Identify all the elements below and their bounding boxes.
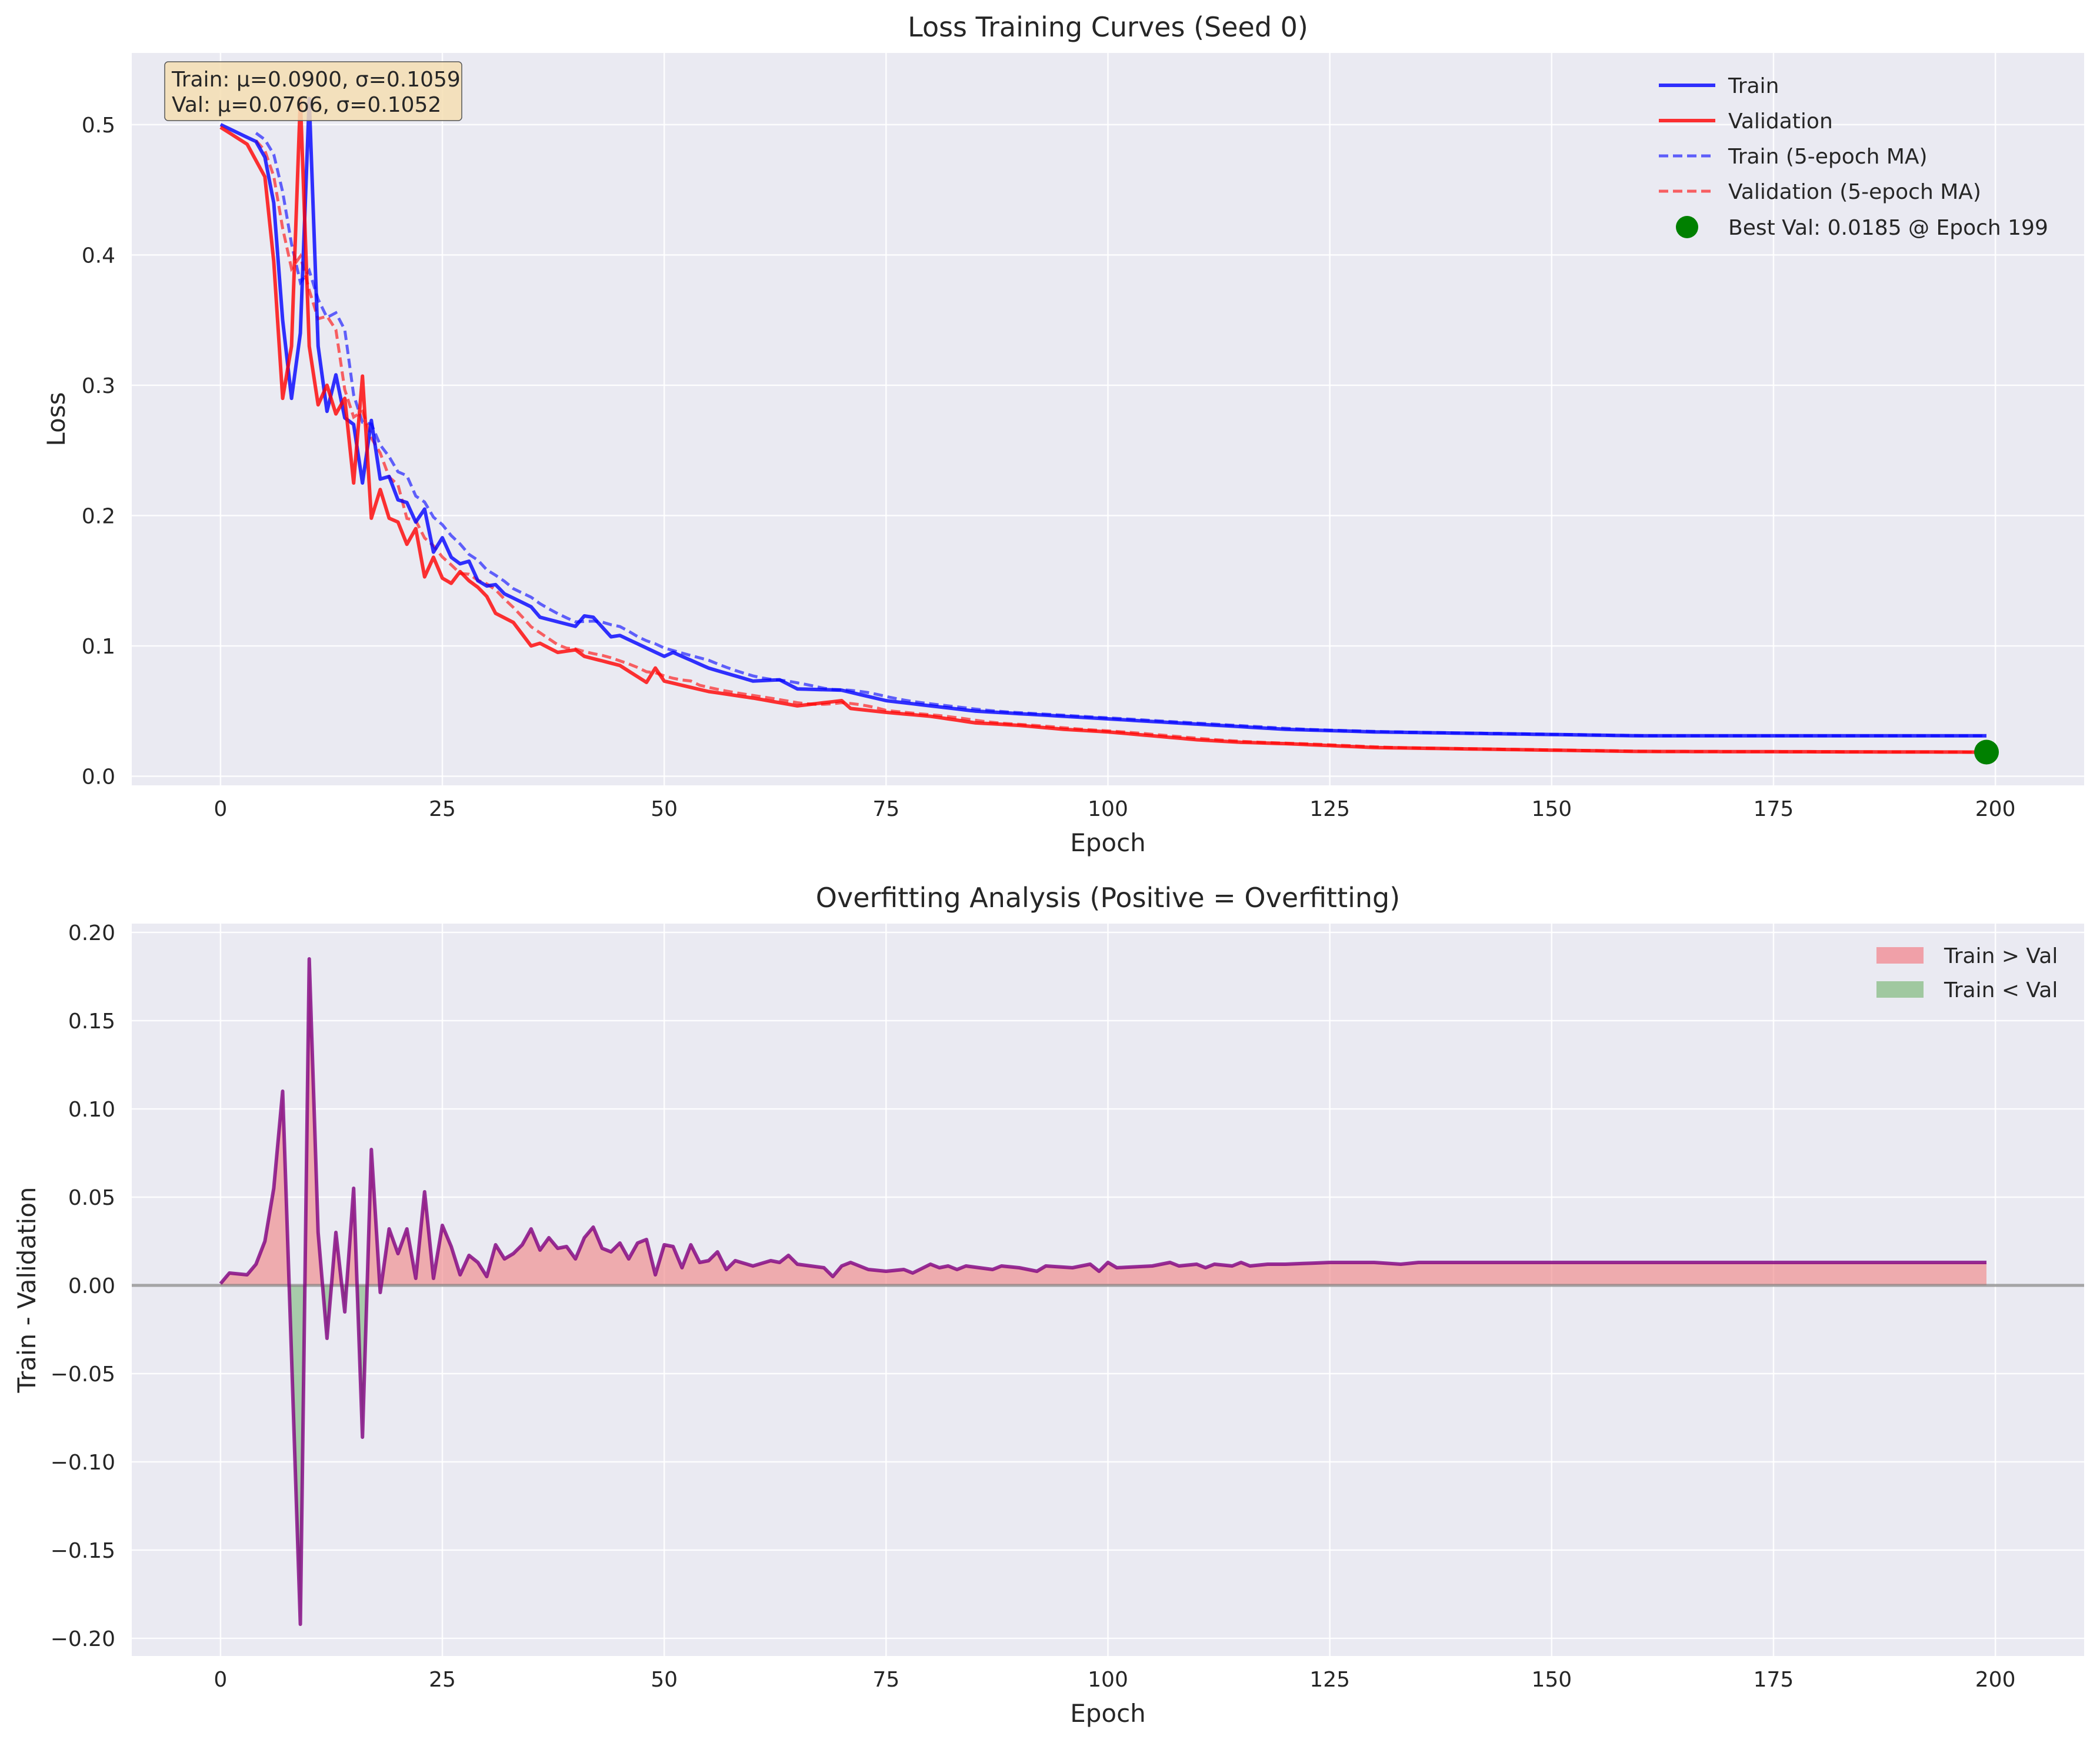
x-tick-label: 0 [214, 797, 227, 821]
y-tick-label: −0.15 [51, 1539, 115, 1563]
overfitting-series [132, 957, 2084, 1626]
legend-validation-ma: Validation (5-epoch MA) [1728, 180, 1981, 204]
x-tick-label: 175 [1754, 797, 1794, 821]
legend-train-ma: Train (5-epoch MA) [1728, 145, 1928, 169]
legend-train: Train [1728, 74, 1779, 98]
y-tick-label: 0.10 [68, 1098, 115, 1122]
legend-train-gt-val: Train > Val [1944, 944, 2058, 968]
x-tick-label: 200 [1975, 797, 2016, 821]
best-val-marker [1974, 739, 1999, 765]
loss-chart-title: Loss Training Curves (Seed 0) [908, 11, 1308, 43]
loss-series [219, 96, 1999, 765]
y-tick-label: 0.00 [68, 1274, 115, 1298]
x-tick-label: 25 [429, 797, 456, 821]
loss-y-axis-label: Loss [42, 392, 71, 446]
overfitting-y-ticks: −0.20 −0.15 −0.10 −0.05 0.00 0.05 0.10 0.15 0.20 [51, 921, 115, 1651]
loss-x-ticks: 0 25 50 75 100 125 150 175 200 [214, 797, 2015, 821]
overfitting-x-axis-label: Epoch [1070, 1699, 1146, 1728]
loss-x-axis-label: Epoch [1070, 828, 1146, 857]
x-tick-label: 200 [1975, 1668, 2016, 1692]
validation-line [219, 96, 1986, 754]
x-tick-label: 75 [872, 1668, 899, 1692]
overfitting-y-axis-label: Train - Validation [12, 1187, 41, 1393]
x-tick-label: 25 [429, 1668, 456, 1692]
loss-chart: 0 25 50 75 100 125 150 175 200 0.00.10.20.30.40.… [42, 11, 2084, 857]
y-tick-label: 0.05 [68, 1186, 115, 1210]
stats-box: Train: μ=0.0900, σ=0.1059 Val: μ=0.0766,… [164, 61, 462, 121]
x-tick-label: 150 [1531, 1668, 1572, 1692]
difference-line [219, 957, 1986, 1626]
loss-legend: Train Validation Train (5-epoch MA) Vali… [1659, 74, 2048, 240]
legend-validation: Validation [1728, 109, 1833, 134]
x-tick-label: 125 [1309, 797, 1350, 821]
y-tick-label: −0.10 [51, 1451, 115, 1475]
legend-best-val: Best Val: 0.0185 @ Epoch 199 [1728, 216, 2048, 240]
y-tick-label: 0.1 [82, 635, 115, 659]
x-tick-label: 75 [872, 797, 899, 821]
loss-y-ticks: 0.0 0.1 0.2 0.3 0.4 0.5 [82, 114, 115, 789]
stats-val: Val: μ=0.0766, σ=0.1052 [172, 93, 441, 117]
x-tick-label: 0 [214, 1668, 227, 1692]
overfitting-legend: Train > Val Train < Val [1876, 944, 2058, 1002]
y-tick-label: 0.3 [82, 374, 115, 398]
y-tick-label: −0.20 [51, 1627, 115, 1651]
overfitting-x-ticks: 0 25 50 75 100 125 150 175 200 [214, 1668, 2015, 1692]
y-tick-label: 0.2 [82, 504, 115, 528]
x-tick-label: 100 [1088, 797, 1128, 821]
x-tick-label: 50 [651, 797, 678, 821]
x-tick-label: 150 [1531, 797, 1572, 821]
y-tick-label: 0.4 [82, 244, 115, 268]
overfitting-chart-title: Overfitting Analysis (Positive = Overfit… [816, 882, 1400, 914]
train-line [219, 96, 1986, 738]
y-tick-label: −0.05 [51, 1362, 115, 1387]
y-tick-label: 0.15 [68, 1009, 115, 1034]
y-tick-label: 0.20 [68, 921, 115, 945]
y-tick-label: 0.0 [82, 765, 115, 789]
loss-grid [132, 53, 2084, 785]
stats-train: Train: μ=0.0900, σ=0.1059 [171, 68, 461, 92]
legend-train-lt-val: Train < Val [1944, 978, 2058, 1002]
x-tick-label: 175 [1754, 1668, 1794, 1692]
y-tick-label: 0.5 [82, 114, 115, 138]
x-tick-label: 100 [1088, 1668, 1128, 1692]
x-tick-label: 125 [1309, 1668, 1350, 1692]
overfitting-chart: 0 25 50 75 100 125 150 175 200 −0.20−0.15−0.10−0… [12, 882, 2084, 1728]
x-tick-label: 50 [651, 1668, 678, 1692]
